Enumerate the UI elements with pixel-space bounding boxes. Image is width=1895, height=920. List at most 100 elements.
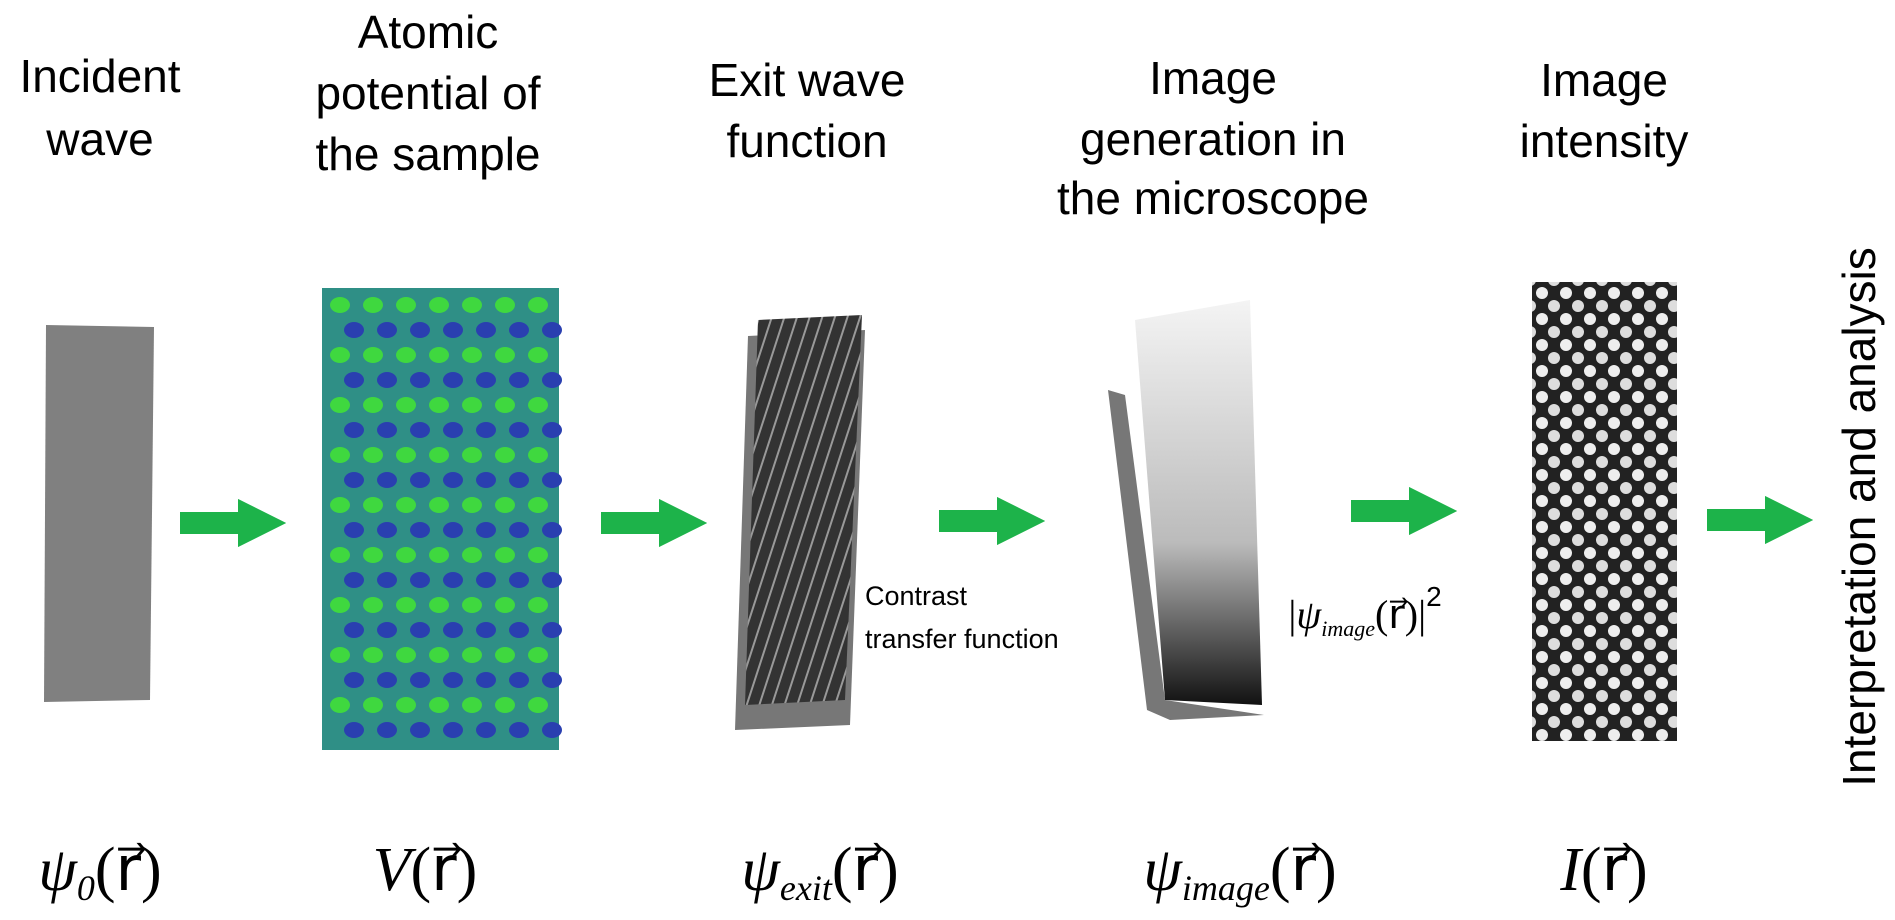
atom (344, 372, 364, 388)
atom (410, 322, 430, 338)
atom (495, 497, 515, 513)
atom (410, 572, 430, 588)
atom (542, 322, 562, 338)
formula: ψimage(r⃗) (1143, 836, 1336, 908)
atom (377, 422, 397, 438)
atom (377, 622, 397, 638)
atom (396, 547, 416, 563)
atom (330, 447, 350, 463)
atom (330, 647, 350, 663)
atom (429, 497, 449, 513)
atom (495, 697, 515, 713)
atom (509, 422, 529, 438)
atom (344, 522, 364, 538)
atom (429, 347, 449, 363)
formula: ψexit(r⃗) (741, 836, 898, 908)
atom (377, 572, 397, 588)
atom (542, 672, 562, 688)
atom (495, 347, 515, 363)
exit-wave (745, 315, 862, 705)
atom (542, 622, 562, 638)
atom (429, 647, 449, 663)
atom (344, 472, 364, 488)
image-intensity (1532, 282, 1677, 741)
atom (509, 722, 529, 738)
atom (377, 722, 397, 738)
atom (377, 672, 397, 688)
atom (509, 322, 529, 338)
atom (363, 547, 383, 563)
atom (443, 472, 463, 488)
atom (476, 372, 496, 388)
atom (462, 697, 482, 713)
atom (363, 297, 383, 313)
atom (462, 597, 482, 613)
atom (344, 622, 364, 638)
atom (396, 597, 416, 613)
atom (410, 722, 430, 738)
atom (410, 422, 430, 438)
atom (476, 472, 496, 488)
atom (396, 697, 416, 713)
atom (363, 497, 383, 513)
atom (509, 622, 529, 638)
atom (429, 547, 449, 563)
atom (377, 472, 397, 488)
atom (509, 572, 529, 588)
atom (476, 622, 496, 638)
atom (396, 497, 416, 513)
atom (528, 697, 548, 713)
atom (528, 647, 548, 663)
atom (363, 447, 383, 463)
atom (462, 647, 482, 663)
atom (410, 522, 430, 538)
atom (542, 372, 562, 388)
atom (495, 447, 515, 463)
atom (495, 547, 515, 563)
atom (462, 547, 482, 563)
atom (528, 547, 548, 563)
atom (528, 497, 548, 513)
atom (410, 672, 430, 688)
atom (396, 347, 416, 363)
formula: V(r⃗) (373, 836, 478, 904)
atom (542, 472, 562, 488)
atom (330, 597, 350, 613)
atom (542, 522, 562, 538)
atom (377, 322, 397, 338)
atom (443, 672, 463, 688)
atom (363, 397, 383, 413)
atom (462, 497, 482, 513)
atom (377, 522, 397, 538)
atom (429, 397, 449, 413)
diagram: Incidentwave Atomicpotential ofthe sampl… (0, 0, 1895, 920)
atom (330, 347, 350, 363)
atom (495, 297, 515, 313)
atom (476, 522, 496, 538)
atom (542, 572, 562, 588)
atom (330, 547, 350, 563)
atom (528, 347, 548, 363)
atom (330, 397, 350, 413)
atom (396, 297, 416, 313)
atom (429, 297, 449, 313)
atom (443, 422, 463, 438)
atom (410, 472, 430, 488)
atom (443, 522, 463, 538)
atom (443, 622, 463, 638)
atom (528, 297, 548, 313)
atom (410, 622, 430, 638)
atom (344, 722, 364, 738)
atom (443, 372, 463, 388)
atom (476, 322, 496, 338)
atom (528, 397, 548, 413)
atom (443, 322, 463, 338)
atom (396, 397, 416, 413)
atom (363, 647, 383, 663)
atom (509, 472, 529, 488)
